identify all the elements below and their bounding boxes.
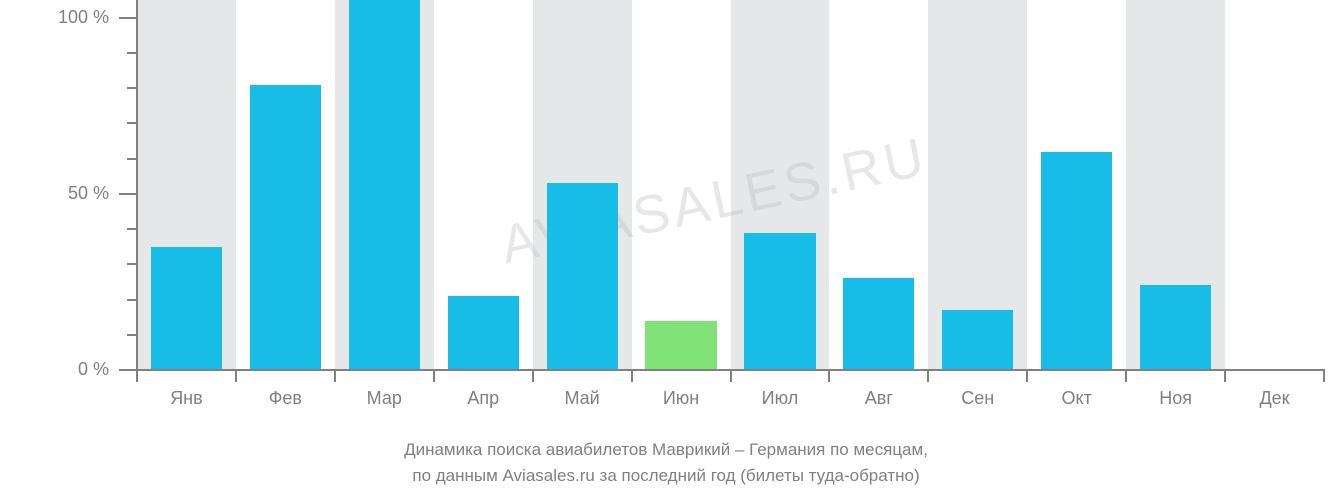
bar-Май: [547, 183, 618, 370]
bar-Окт: [1041, 152, 1112, 370]
x-label: Авг: [829, 388, 928, 409]
x-tick: [433, 370, 435, 382]
x-tick: [235, 370, 237, 382]
y-tick-minor: [127, 52, 137, 54]
y-tick-label: 50 %: [0, 183, 109, 204]
y-tick-label: 100 %: [0, 7, 109, 28]
x-label: Июл: [731, 388, 830, 409]
y-tick-major: [119, 17, 137, 19]
x-tick: [1224, 370, 1226, 382]
x-tick: [631, 370, 633, 382]
bar-Мар: [349, 0, 420, 370]
x-label: Мар: [335, 388, 434, 409]
y-tick-minor: [127, 334, 137, 336]
x-tick: [927, 370, 929, 382]
chart-caption-line1: Динамика поиска авиабилетов Маврикий – Г…: [0, 440, 1332, 460]
x-tick: [136, 370, 138, 382]
bar-Авг: [843, 278, 914, 370]
bar-Янв: [151, 247, 222, 370]
x-label: Ноя: [1126, 388, 1225, 409]
y-tick-minor: [127, 158, 137, 160]
y-tick-minor: [127, 263, 137, 265]
x-label: Янв: [137, 388, 236, 409]
chart-caption-line2: по данным Aviasales.ru за последний год …: [0, 466, 1332, 486]
bar-Сен: [942, 310, 1013, 370]
y-tick-major: [119, 369, 137, 371]
background-stripe: [1225, 0, 1324, 370]
bar-Июл: [744, 233, 815, 370]
x-label: Апр: [434, 388, 533, 409]
y-tick-minor: [127, 122, 137, 124]
bar-Ноя: [1140, 285, 1211, 370]
bar-Июн: [645, 321, 716, 370]
y-tick-minor: [127, 228, 137, 230]
x-tick: [1323, 370, 1325, 382]
x-tick: [1125, 370, 1127, 382]
monthly-search-bar-chart: AVIASALES.RU 0 % 50 % 100 % ЯнвФевМарАпрМа…: [0, 0, 1332, 502]
x-label: Сен: [928, 388, 1027, 409]
bar-Фев: [250, 85, 321, 370]
x-label: Июн: [632, 388, 731, 409]
x-label: Дек: [1225, 388, 1324, 409]
y-tick-major: [119, 193, 137, 195]
x-tick: [532, 370, 534, 382]
x-label: Фев: [236, 388, 335, 409]
x-label: Май: [533, 388, 632, 409]
y-axis-line: [136, 0, 138, 370]
plot-area: AVIASALES.RU: [137, 0, 1324, 370]
bar-Апр: [448, 296, 519, 370]
y-tick-label: 0 %: [0, 359, 109, 380]
x-tick: [730, 370, 732, 382]
background-stripe: [632, 0, 731, 370]
x-label: Окт: [1027, 388, 1126, 409]
y-tick-minor: [127, 87, 137, 89]
x-tick: [828, 370, 830, 382]
x-tick: [1026, 370, 1028, 382]
x-tick: [334, 370, 336, 382]
y-tick-minor: [127, 299, 137, 301]
